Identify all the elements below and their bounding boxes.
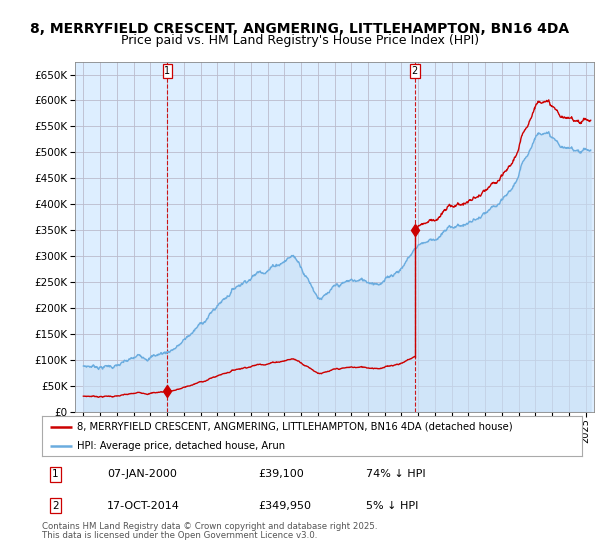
Text: 17-OCT-2014: 17-OCT-2014	[107, 501, 179, 511]
Text: £349,950: £349,950	[258, 501, 311, 511]
Text: 8, MERRYFIELD CRESCENT, ANGMERING, LITTLEHAMPTON, BN16 4DA (detached house): 8, MERRYFIELD CRESCENT, ANGMERING, LITTL…	[77, 422, 513, 432]
Text: 74% ↓ HPI: 74% ↓ HPI	[366, 469, 425, 479]
Text: 8, MERRYFIELD CRESCENT, ANGMERING, LITTLEHAMPTON, BN16 4DA: 8, MERRYFIELD CRESCENT, ANGMERING, LITTL…	[31, 22, 569, 36]
Text: 5% ↓ HPI: 5% ↓ HPI	[366, 501, 418, 511]
Text: This data is licensed under the Open Government Licence v3.0.: This data is licensed under the Open Gov…	[42, 531, 317, 540]
Text: HPI: Average price, detached house, Arun: HPI: Average price, detached house, Arun	[77, 441, 285, 450]
Text: 07-JAN-2000: 07-JAN-2000	[107, 469, 176, 479]
Text: 1: 1	[52, 469, 59, 479]
Text: Contains HM Land Registry data © Crown copyright and database right 2025.: Contains HM Land Registry data © Crown c…	[42, 522, 377, 531]
Text: £39,100: £39,100	[258, 469, 304, 479]
Text: 1: 1	[164, 66, 170, 76]
Text: 2: 2	[52, 501, 59, 511]
Text: Price paid vs. HM Land Registry's House Price Index (HPI): Price paid vs. HM Land Registry's House …	[121, 34, 479, 46]
Text: 2: 2	[412, 66, 418, 76]
